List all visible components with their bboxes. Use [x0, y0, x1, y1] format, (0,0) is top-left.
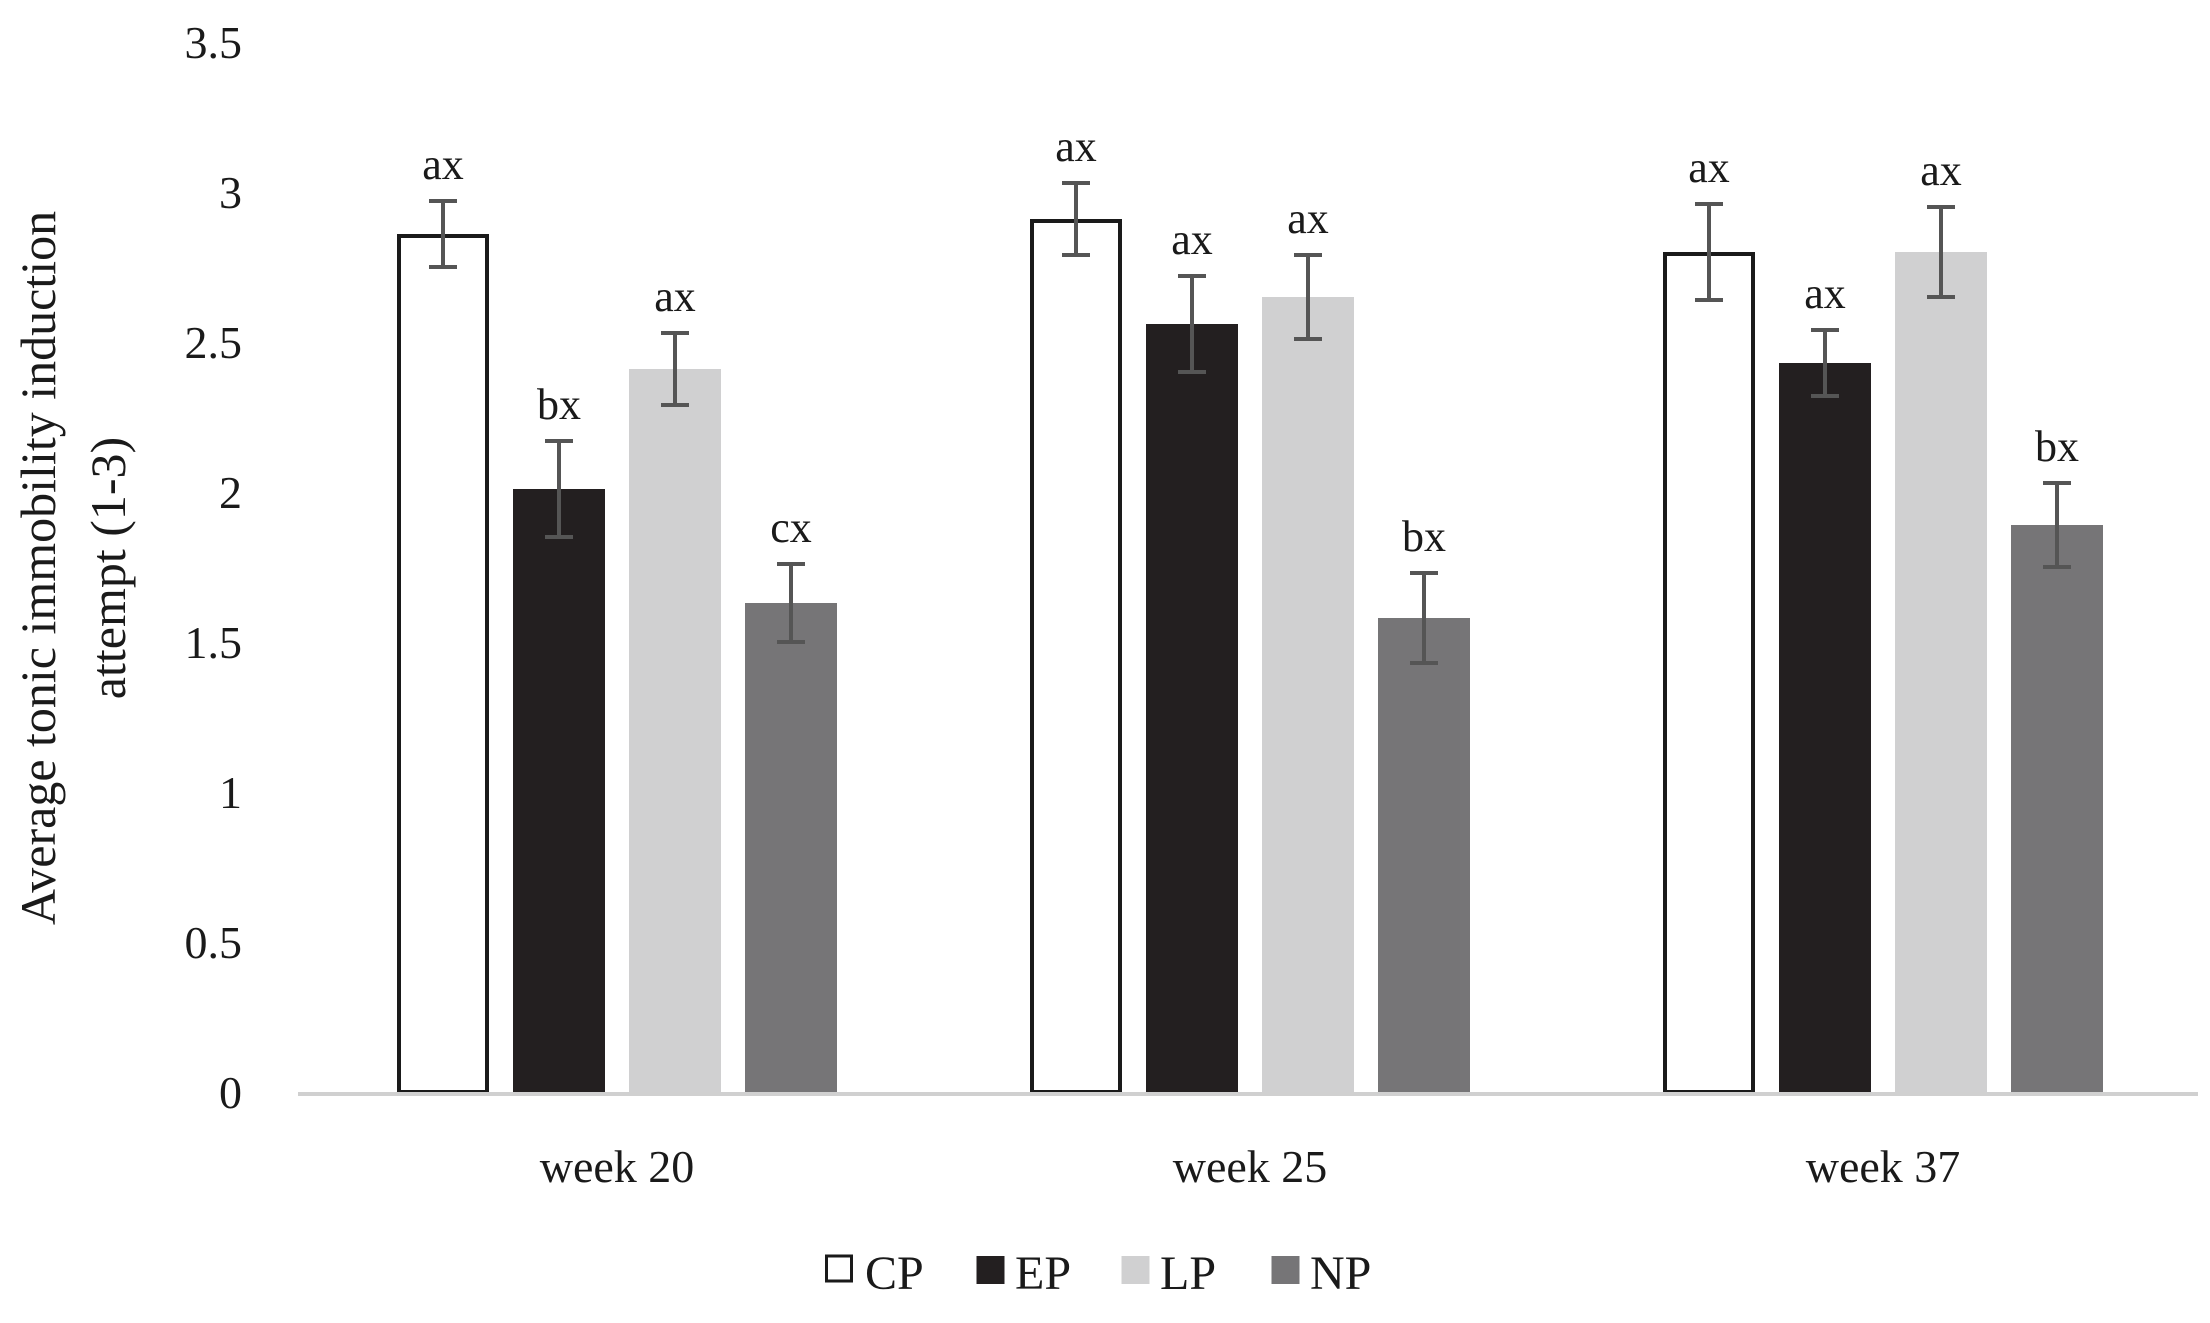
- y-tick-label: 0: [219, 1067, 242, 1118]
- y-tick-label: 0.5: [185, 917, 243, 968]
- y-tick-label: 3: [219, 167, 242, 218]
- error-bar-lp-week-37: [1927, 205, 1955, 299]
- error-bars: [429, 181, 2071, 665]
- significance-label: ax: [422, 140, 464, 189]
- x-tick-label: week 37: [1806, 1141, 1961, 1192]
- bar-lp-week-25: [1262, 297, 1354, 1092]
- significance-label: bx: [1402, 512, 1446, 561]
- bar-cp-week-20: [397, 234, 489, 1094]
- bar-cp-week-25: [1030, 219, 1122, 1094]
- significance-labels: ax ax ax bx ax ax ax ax ax cx bx bx: [422, 122, 2079, 561]
- error-bar-lp-week-25: [1294, 253, 1322, 341]
- y-tick-label: 2.5: [185, 317, 243, 368]
- error-bar-lp-week-20: [661, 331, 689, 407]
- bar-lp-week-20: [629, 369, 721, 1092]
- x-tick-label: week 25: [1173, 1141, 1328, 1192]
- x-tick-label: week 20: [540, 1141, 695, 1192]
- legend-label-lp: LP: [1160, 1247, 1216, 1300]
- x-axis-ticks: week 20 week 25 week 37: [540, 1141, 1961, 1192]
- significance-label: ax: [1804, 269, 1846, 318]
- significance-label: cx: [770, 503, 812, 552]
- significance-label: ax: [1920, 146, 1962, 195]
- y-tick-label: 3.5: [185, 17, 243, 68]
- legend-swatch-lp: [1121, 1256, 1150, 1284]
- legend-label-cp: CP: [865, 1247, 924, 1300]
- significance-label: ax: [1055, 122, 1097, 171]
- error-bar-ep-week-20: [545, 439, 573, 539]
- bar-ep-week-20: [513, 489, 605, 1092]
- error-bar-ep-week-37: [1811, 328, 1839, 398]
- significance-label: ax: [1287, 194, 1329, 243]
- significance-label: ax: [1171, 215, 1213, 264]
- error-bar-cp-week-20: [429, 199, 457, 269]
- bar-np-week-25: [1378, 618, 1470, 1092]
- error-bar-np-week-20: [777, 562, 805, 644]
- y-axis-title-line: Average tonic immobility induction: [10, 211, 66, 925]
- bar-np-week-37: [2011, 525, 2103, 1092]
- y-tick-label: 1: [219, 767, 242, 818]
- bars: [397, 219, 2103, 1094]
- legend-label-ep: EP: [1015, 1247, 1071, 1300]
- significance-label: bx: [2035, 422, 2079, 471]
- bar-ep-week-25: [1146, 324, 1238, 1092]
- bar-ep-week-37: [1779, 363, 1871, 1092]
- y-axis-title-line: attempt (1-3): [80, 437, 136, 699]
- error-bar-np-week-25: [1410, 571, 1438, 665]
- y-tick-label: 2: [219, 467, 242, 518]
- y-axis-title: Average tonic immobility induction attemp…: [10, 211, 136, 925]
- significance-label: bx: [537, 380, 581, 429]
- bar-cp-week-37: [1663, 252, 1755, 1094]
- legend-label-np: NP: [1310, 1247, 1371, 1300]
- error-bar-np-week-37: [2043, 481, 2071, 569]
- error-bar-cp-week-25: [1062, 181, 1090, 257]
- error-bar-cp-week-37: [1695, 202, 1723, 302]
- legend: CP EP LP NP: [825, 1247, 1371, 1300]
- significance-label: ax: [654, 272, 696, 321]
- legend-swatch-cp: [825, 1254, 853, 1283]
- error-bar-ep-week-25: [1178, 274, 1206, 374]
- legend-swatch-np: [1271, 1256, 1300, 1284]
- legend-swatch-ep: [976, 1256, 1005, 1284]
- bar-lp-week-37: [1895, 252, 1987, 1092]
- bar-np-week-20: [745, 603, 837, 1092]
- significance-label: ax: [1688, 143, 1730, 192]
- y-axis-ticks: 0 0.5 1 1.5 2 2.5 3 3.5: [185, 17, 243, 1118]
- y-tick-label: 1.5: [185, 617, 243, 668]
